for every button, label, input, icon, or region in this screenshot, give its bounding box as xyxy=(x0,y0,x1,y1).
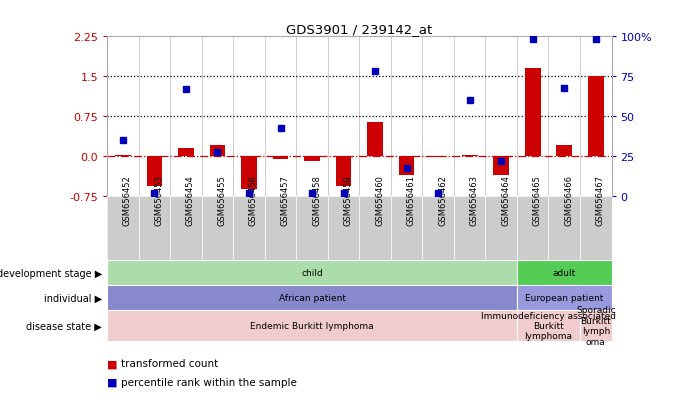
Bar xyxy=(241,157,257,190)
Bar xyxy=(493,157,509,176)
Text: GSM656459: GSM656459 xyxy=(343,175,352,225)
Bar xyxy=(273,157,288,160)
Bar xyxy=(336,157,352,186)
Text: GSM656454: GSM656454 xyxy=(186,175,195,225)
Bar xyxy=(517,197,549,261)
Bar xyxy=(107,261,517,286)
Text: African patient: African patient xyxy=(278,294,346,303)
Text: GSM656461: GSM656461 xyxy=(406,175,415,225)
Text: GSM656466: GSM656466 xyxy=(565,175,574,225)
Bar xyxy=(485,197,517,261)
Bar xyxy=(115,155,131,157)
Text: development stage ▶: development stage ▶ xyxy=(0,268,102,278)
Text: ■: ■ xyxy=(107,377,117,387)
Bar xyxy=(517,261,612,286)
Bar xyxy=(399,157,415,176)
Bar xyxy=(170,197,202,261)
Bar xyxy=(580,197,612,261)
Bar xyxy=(265,197,296,261)
Bar xyxy=(107,311,517,341)
Text: percentile rank within the sample: percentile rank within the sample xyxy=(121,377,297,387)
Text: GSM656457: GSM656457 xyxy=(281,175,290,225)
Text: transformed count: transformed count xyxy=(121,358,218,368)
Bar xyxy=(422,197,454,261)
Bar xyxy=(588,77,604,157)
Bar xyxy=(556,145,572,157)
Text: GSM656467: GSM656467 xyxy=(596,175,605,225)
Bar xyxy=(391,197,422,261)
Text: Sporadic
Burkitt
lymph
oma: Sporadic Burkitt lymph oma xyxy=(576,306,616,346)
Bar xyxy=(107,197,139,261)
Text: GSM656456: GSM656456 xyxy=(249,175,258,225)
Bar xyxy=(549,197,580,261)
Bar xyxy=(517,311,580,341)
Bar xyxy=(454,197,485,261)
Text: GSM656455: GSM656455 xyxy=(218,175,227,225)
Text: GSM656452: GSM656452 xyxy=(123,175,132,225)
Bar xyxy=(328,197,359,261)
Bar xyxy=(178,149,193,157)
Text: GSM656464: GSM656464 xyxy=(501,175,510,225)
Text: GSM656462: GSM656462 xyxy=(438,175,447,225)
Bar xyxy=(359,197,391,261)
Text: GSM656460: GSM656460 xyxy=(375,175,384,225)
Text: disease state ▶: disease state ▶ xyxy=(26,320,102,331)
Bar xyxy=(525,69,540,157)
Text: GSM656453: GSM656453 xyxy=(154,175,163,225)
Bar xyxy=(517,286,612,311)
Text: European patient: European patient xyxy=(525,294,603,303)
Text: GSM656463: GSM656463 xyxy=(470,175,479,225)
Bar xyxy=(580,311,612,341)
Bar xyxy=(430,157,446,158)
Text: GSM656465: GSM656465 xyxy=(533,175,542,225)
Bar xyxy=(139,197,170,261)
Text: ■: ■ xyxy=(107,358,117,368)
Title: GDS3901 / 239142_at: GDS3901 / 239142_at xyxy=(286,23,433,36)
Text: Immunodeficiency associated
Burkitt
lymphoma: Immunodeficiency associated Burkitt lymp… xyxy=(481,311,616,340)
Bar xyxy=(146,157,162,186)
Bar xyxy=(107,286,517,311)
Text: child: child xyxy=(301,269,323,278)
Bar xyxy=(202,197,233,261)
Bar xyxy=(367,122,383,157)
Text: GSM656458: GSM656458 xyxy=(312,175,321,225)
Bar xyxy=(462,155,477,157)
Bar xyxy=(296,197,328,261)
Text: individual ▶: individual ▶ xyxy=(44,293,102,303)
Bar xyxy=(233,197,265,261)
Bar xyxy=(209,145,225,157)
Text: adult: adult xyxy=(553,269,576,278)
Bar xyxy=(304,157,320,161)
Text: Endemic Burkitt lymphoma: Endemic Burkitt lymphoma xyxy=(250,321,374,330)
